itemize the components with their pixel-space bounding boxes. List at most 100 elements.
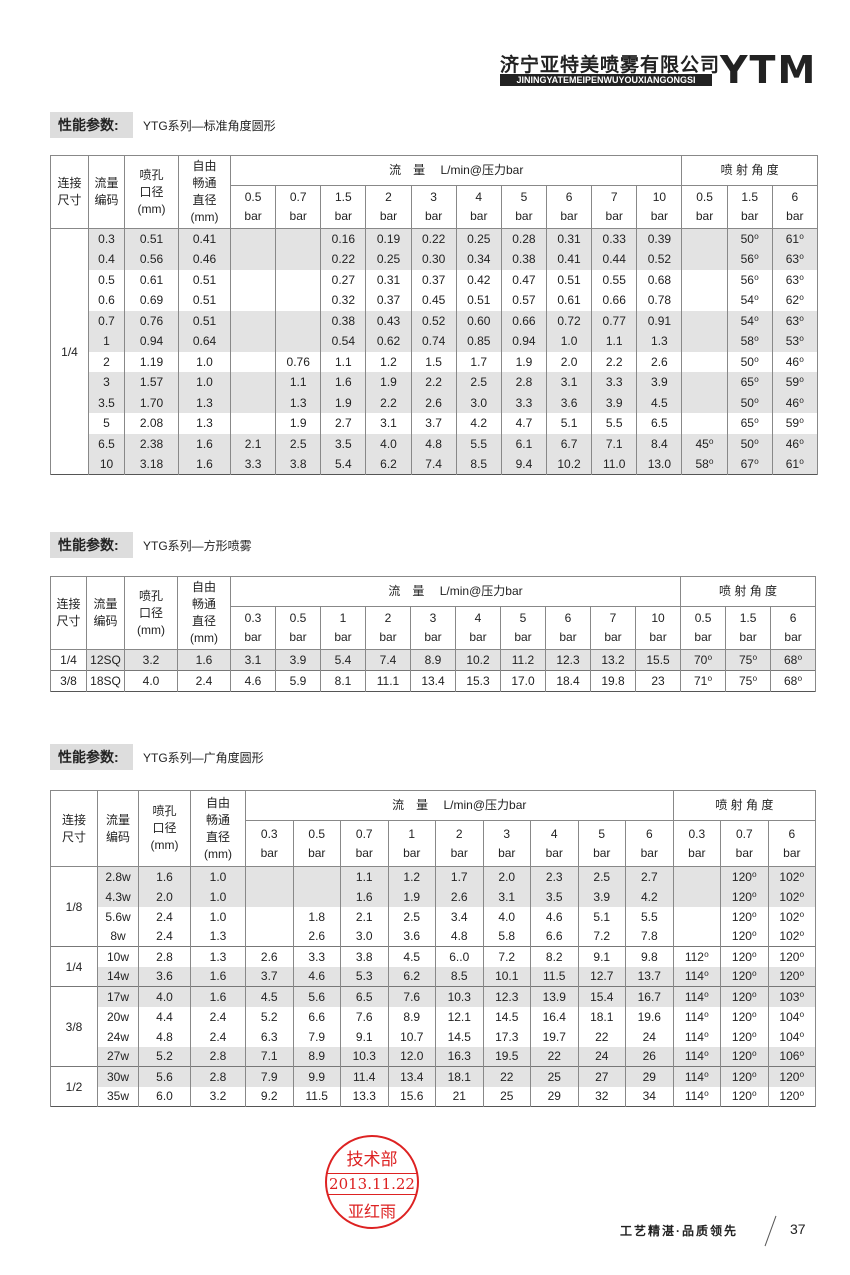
value-cell: 2.7 (320, 413, 367, 434)
flow-code-cell: 4.3w (97, 886, 139, 907)
header-pressure: 0.5 bar (275, 606, 321, 650)
header-conn-size: 连接 尺寸 (50, 576, 87, 650)
table-row: 1/4 10w 2.8 1.3 2.6 3.3 3.8 4.5 6..0 7.2 8.2 9.1 9.8… (50, 946, 817, 987)
value-cell: 17.3 (482, 1026, 531, 1047)
value-cell: 32 (577, 1086, 626, 1107)
angle-cell: 58⁰ (681, 454, 728, 475)
angle-cell (672, 886, 722, 907)
square-spray-table: 连接 尺寸 流量 编码 喷孔 口径 (mm) 自由 畅通 直径 (mm) 流 量 L/m… (50, 576, 817, 692)
value-cell: 1.9 (365, 372, 412, 393)
value-cell: 2.5 (275, 433, 322, 454)
flow-code-cell: 12SQ (86, 649, 125, 671)
value-cell: 5.4 (320, 454, 367, 475)
wide-angle-table: 连接 尺寸 流量 编码 喷孔 口径 (mm) 自由 畅通 直径 (mm) 流 量 L/m… (50, 790, 817, 1107)
value-cell (245, 926, 294, 947)
conn-size-cell: 3/8 (50, 986, 98, 1067)
value-cell: 0.56 (124, 249, 179, 270)
value-cell: 10.1 (482, 966, 531, 987)
header-flow-code: 流量 编码 (86, 576, 125, 650)
value-cell: 7.4 (365, 649, 411, 671)
flow-code-cell: 5.6w (97, 906, 139, 927)
value-cell: 2.6 (636, 351, 683, 372)
value-cell: 3.7 (410, 413, 457, 434)
angle-cell: 120⁰ (720, 986, 769, 1007)
value-cell (245, 886, 294, 907)
value-cell: 8.1 (320, 670, 366, 692)
value-cell: 0.38 (500, 249, 547, 270)
value-cell: 6.3 (245, 1026, 294, 1047)
value-cell: 18.1 (435, 1066, 484, 1087)
header-free-passage: 自由 畅通 直径 (mm) (178, 155, 231, 229)
value-cell: 26 (625, 1046, 674, 1067)
value-cell: 6.2 (365, 454, 412, 475)
header-pressure: 5 bar (500, 606, 546, 650)
header-pressure: 6 bar (770, 606, 817, 650)
angle-cell: 114⁰ (672, 1006, 722, 1027)
value-cell: 1.9 (320, 392, 367, 413)
value-cell: 5.6 (138, 1066, 191, 1087)
value-cell (275, 290, 322, 311)
value-cell (275, 331, 322, 352)
header-orifice: 喷孔 口径 (mm) (138, 790, 191, 867)
value-cell: 9.4 (500, 454, 547, 475)
value-cell: 0.52 (636, 249, 683, 270)
flow-code-cell: 14w (97, 966, 139, 987)
value-cell: 1.8 (292, 906, 341, 927)
header-pressure: 10 bar (636, 185, 683, 229)
value-cell: 1.6 (190, 966, 246, 987)
value-cell: 19.6 (625, 1006, 674, 1027)
value-cell (229, 413, 277, 434)
value-cell: 4.0 (124, 670, 178, 692)
value-cell: 4.6 (530, 906, 579, 927)
flow-code-cell: 0.7 (88, 310, 125, 331)
conn-size-cell: 1/4 (50, 228, 89, 475)
value-cell: 0.74 (410, 331, 457, 352)
value-cell: 1.57 (124, 372, 179, 393)
value-cell: 0.64 (178, 331, 231, 352)
angle-cell: 120⁰ (720, 1006, 769, 1027)
header-conn-size: 连接 尺寸 (50, 790, 98, 867)
angle-cell: 120⁰ (720, 966, 769, 987)
value-cell: 0.66 (500, 310, 547, 331)
value-cell: 0.42 (455, 269, 502, 290)
value-cell: 2.0 (138, 886, 191, 907)
angle-cell: 75⁰ (725, 670, 772, 692)
angle-cell: 120⁰ (720, 886, 769, 907)
value-cell: 13.2 (590, 649, 636, 671)
value-cell: 0.51 (545, 269, 593, 290)
value-cell: 3.2 (124, 649, 178, 671)
value-cell: 6.5 (340, 986, 389, 1007)
value-cell: 6.7 (545, 433, 593, 454)
angle-cell: 59⁰ (771, 372, 818, 393)
section-subtitle: YTG系列—方形喷雾 (143, 538, 252, 553)
value-cell (229, 310, 277, 331)
value-cell: 1.6 (340, 886, 389, 907)
value-cell: 0.72 (545, 310, 593, 331)
value-cell: 0.25 (455, 228, 502, 249)
value-cell: 17.0 (500, 670, 546, 692)
value-cell: 0.46 (178, 249, 231, 270)
value-cell: 7.6 (387, 986, 436, 1007)
value-cell: 1.0 (178, 351, 231, 372)
value-cell: 4.4 (138, 1006, 191, 1027)
value-cell: 0.47 (500, 269, 547, 290)
header-pressure: 3 bar (410, 185, 457, 229)
value-cell: 10.3 (435, 986, 484, 1007)
header-flow: 流 量 L/min@压力bar (229, 155, 683, 186)
value-cell: 3.0 (455, 392, 502, 413)
value-cell: 25 (530, 1066, 579, 1087)
value-cell: 7.2 (577, 926, 626, 947)
header-conn-size: 连接 尺寸 (50, 155, 89, 229)
value-cell: 3.1 (365, 413, 412, 434)
value-cell (292, 886, 341, 907)
flow-code-cell: 0.6 (88, 290, 125, 311)
flow-code-cell: 1 (88, 331, 125, 352)
value-cell: 2.2 (365, 392, 412, 413)
value-cell: 13.4 (410, 670, 456, 692)
angle-cell: 114⁰ (672, 966, 722, 987)
value-cell: 1.9 (500, 351, 547, 372)
header-pressure: 0.7 bar (275, 185, 322, 229)
value-cell: 8.5 (455, 454, 502, 475)
header-pressure: 10 bar (634, 606, 682, 650)
angle-cell: 102⁰ (767, 886, 817, 907)
